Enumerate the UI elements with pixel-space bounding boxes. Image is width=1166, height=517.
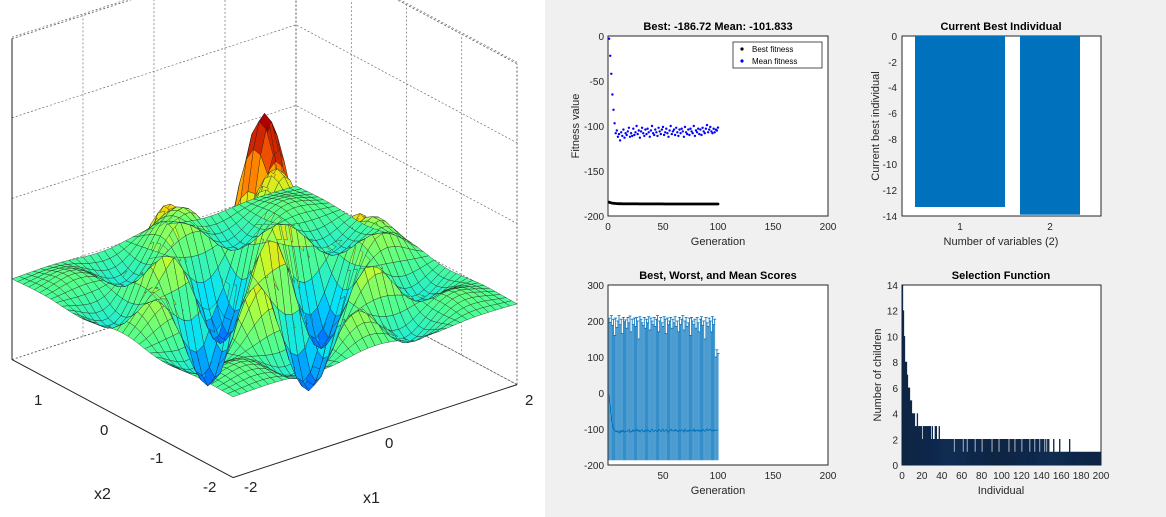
x2-tick-neg2: -2	[203, 479, 216, 496]
surface-grid-line	[11, 266, 518, 385]
x2-label: x2	[94, 486, 111, 503]
surface-grid-line	[11, 185, 518, 305]
x1-axis-line	[232, 384, 518, 479]
surface-patch	[11, 276, 26, 282]
x1-tick-neg2: -2	[244, 479, 257, 496]
x1-tick-0: 0	[385, 435, 393, 452]
surface-box-edge	[11, 0, 132, 40]
surface-box-edge	[396, 0, 518, 65]
x2-tick-0: 0	[100, 422, 108, 439]
x1-label: x1	[363, 490, 380, 507]
surface-mesh	[11, 112, 518, 398]
x2-tick-neg1: -1	[150, 450, 163, 467]
surface-plot: 2 0 -2 1 0 -1 -2 x1 x2	[11, 0, 533, 507]
x1-tick-2: 2	[525, 392, 533, 409]
x2-axis-line	[11, 359, 234, 479]
surface-grid-line	[11, 105, 518, 224]
surface-grid-line	[11, 24, 518, 144]
surface-grid-line	[11, 0, 518, 63]
ga-plots-panel	[545, 0, 1166, 517]
x2-tick-1: 1	[34, 392, 42, 409]
